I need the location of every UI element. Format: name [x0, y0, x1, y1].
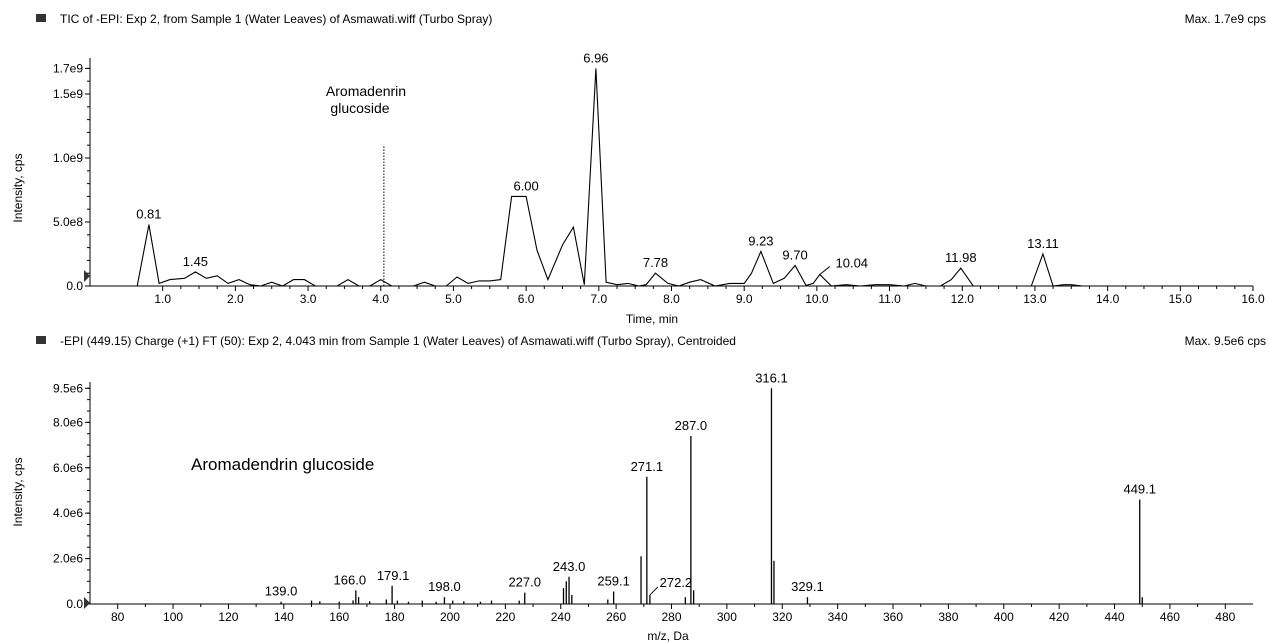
panel1-marker-icon: [36, 14, 46, 22]
panel1-x-tick-label: 12.0: [951, 292, 975, 306]
panel2-x-tick-label: 260: [606, 610, 626, 624]
peak-label: 287.0: [675, 418, 708, 433]
peak-label-leader: [819, 266, 831, 275]
panel1-series: [136, 68, 1253, 287]
panel2-x-tick-label: 180: [385, 610, 405, 624]
panel1-axes: 1.0 2.0 3.0 4.0 5.0 6.0 7.0 8.0 9.0 10.0 11.0 12.0 1…: [53, 58, 1265, 306]
panel2-x-tick-label: 120: [218, 610, 238, 624]
peak-label: 316.1: [755, 370, 788, 385]
panel1-title: TIC of -EPI: Exp 2, from Sample 1 (Water…: [60, 12, 492, 26]
panel2-x-tick-label: 300: [717, 610, 737, 624]
panel2-max-label: Max. 9.5e6 cps: [1185, 334, 1266, 348]
panel2-x-tick-label: 100: [163, 610, 183, 624]
peak-label: 329.1: [791, 579, 824, 594]
peak-label: 259.1: [597, 574, 630, 589]
panel1-xlabel: Time, min: [626, 312, 678, 326]
panel1-y-tick-label: 1.0e9: [53, 151, 83, 165]
panel2-x-tick-label: 320: [772, 610, 792, 624]
panel2-axis-marker-icon: [84, 597, 90, 609]
panel2-ylabel: Intensity, cps: [11, 457, 25, 526]
panel2-annotation: Aromadendrin glucoside: [191, 455, 374, 474]
panel1-x-tick-label: 10.0: [805, 292, 829, 306]
panel1-ylabel: Intensity, cps: [11, 153, 25, 222]
panel2-xlabel: m/z, Da: [647, 629, 689, 643]
peak-label: 272.2: [660, 575, 693, 590]
panel2-y-tick-label: 6.0e6: [53, 461, 83, 475]
peak-label: 198.0: [428, 579, 461, 594]
panel1-x-tick-label: 1.0: [154, 292, 171, 306]
peak-label: 271.1: [631, 459, 664, 474]
panel2-x-tick-label: 240: [551, 610, 571, 624]
peak-label: 243.0: [553, 559, 586, 574]
panel2-x-tick-label: 80: [111, 610, 125, 624]
panel1-y-tick-label: 5.0e8: [53, 215, 83, 229]
panel1-peak-labels: 0.81 1.45 6.00 6.96 7.78 9.23 9.70 10.04 11.98 13…: [136, 50, 1059, 275]
panel1-x-tick-label: 3.0: [300, 292, 317, 306]
panel2-x-tick-label: 160: [329, 610, 349, 624]
panel1-x-tick-label: 16.0: [1241, 292, 1265, 306]
panel2-x-tick-label: 220: [495, 610, 515, 624]
peak-label: 139.0: [265, 584, 298, 599]
panel2-x-tick-label: 400: [994, 610, 1014, 624]
panel2-y-tick-label: 4.0e6: [53, 506, 83, 520]
peak-label: 6.96: [583, 50, 608, 65]
panel2-x-tick-label: 140: [274, 610, 294, 624]
peak-label: 11.98: [945, 250, 977, 265]
peak-label: 449.1: [1123, 482, 1156, 497]
peak-label: 6.00: [513, 178, 538, 193]
panel1-x-tick-label: 5.0: [445, 292, 462, 306]
panel1-x-tick-label: 15.0: [1169, 292, 1193, 306]
peak-label: 9.70: [782, 248, 807, 263]
peak-label: 0.81: [136, 207, 161, 222]
panel2-x-tick-label: 200: [440, 610, 460, 624]
peak-label: 7.78: [643, 255, 668, 270]
panel1-max-label: Max. 1.7e9 cps: [1185, 12, 1266, 26]
panel2-axes: 80 100 120 140 160 180 200 220 240 260 280 300 320 34…: [53, 381, 1253, 624]
panel1-x-tick-label: 7.0: [590, 292, 607, 306]
panel2-x-tick-label: 420: [1049, 610, 1069, 624]
tic-series-line: [136, 68, 1253, 287]
peak-label: 227.0: [508, 575, 541, 590]
panel1-y-tick-label: 0.0: [66, 279, 83, 293]
panel2-peak-labels: 139.0 166.0 179.1 198.0 227.0 243.0 259.1 271.1…: [265, 370, 1156, 598]
panel2-x-tick-label: 280: [661, 610, 681, 624]
panel1-x-tick-label: 4.0: [372, 292, 389, 306]
peak-label: 13.11: [1027, 236, 1059, 251]
panel1-x-tick-label: 2.0: [227, 292, 244, 306]
panel2-series: [280, 388, 1143, 604]
panel2-x-tick-label: 440: [1105, 610, 1125, 624]
peak-label-leader: [649, 586, 659, 596]
panel2-marker-icon: [36, 336, 46, 344]
panel1-annotation-line2: glucoside: [330, 100, 389, 116]
panel1-x-tick-label: 13.0: [1023, 292, 1047, 306]
panel1-x-tick-label: 14.0: [1096, 292, 1120, 306]
panel1-y-tick-label: 1.5e9: [53, 87, 83, 101]
panel2-x-tick-label: 340: [828, 610, 848, 624]
panel2-title: -EPI (449.15) Charge (+1) FT (50): Exp 2…: [60, 334, 736, 348]
panel2-y-tick-label: 2.0e6: [53, 552, 83, 566]
panel2-x-tick-label: 480: [1215, 610, 1235, 624]
peak-label: 10.04: [836, 255, 869, 270]
peak-label: 179.1: [377, 568, 410, 583]
panel1-annotation-line1: Aromadenrin: [326, 83, 406, 99]
peak-label: 9.23: [748, 233, 773, 248]
panel2-x-tick-label: 360: [883, 610, 903, 624]
panel2-x-tick-label: 380: [938, 610, 958, 624]
panel2-y-tick-label: 9.5e6: [53, 381, 83, 395]
panel1-x-tick-label: 6.0: [518, 292, 535, 306]
panel1-y-tick-label: 1.7e9: [53, 61, 83, 75]
peak-label: 1.45: [183, 254, 208, 269]
peak-label: 166.0: [334, 572, 367, 587]
panel2-y-tick-label: 8.0e6: [53, 415, 83, 429]
panel2-y-tick-label: 0.0: [66, 597, 83, 611]
panel1-axis-marker-icon: [84, 270, 90, 282]
panel2-x-tick-label: 460: [1160, 610, 1180, 624]
panel1-x-tick-label: 9.0: [736, 292, 753, 306]
panel1-x-tick-label: 8.0: [663, 292, 680, 306]
panel1-x-tick-label: 11.0: [878, 292, 901, 306]
